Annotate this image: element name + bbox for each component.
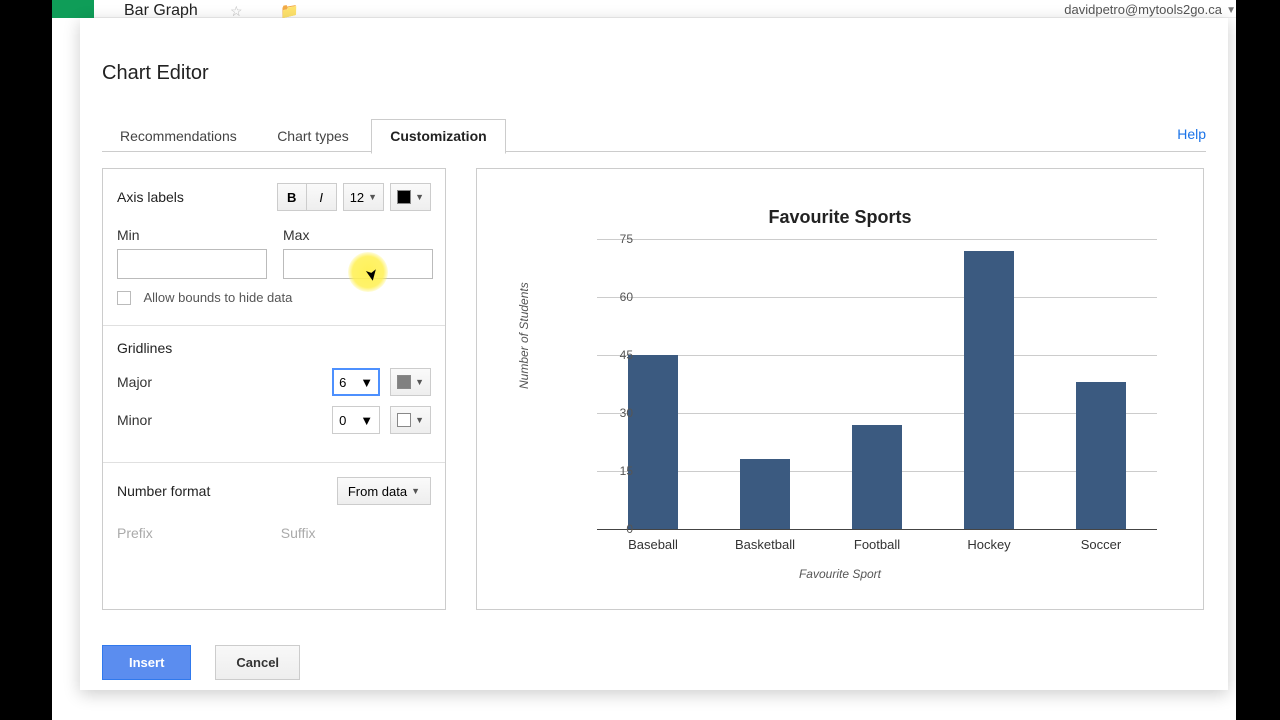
prefix-label: Prefix — [117, 525, 153, 541]
x-tick-label: Baseball — [628, 537, 678, 552]
bar-basketball — [740, 459, 790, 529]
major-color-swatch — [397, 375, 411, 389]
tab-recommendations[interactable]: Recommendations — [102, 120, 255, 153]
help-link[interactable]: Help — [1177, 126, 1206, 142]
number-format-mode-select[interactable]: From data▼ — [337, 477, 431, 505]
cancel-button[interactable]: Cancel — [215, 645, 300, 680]
number-format-heading: Number format — [117, 483, 210, 499]
min-label: Min — [117, 227, 267, 243]
x-tick-label: Football — [854, 537, 900, 552]
number-format-mode: From data — [348, 484, 407, 499]
insert-button[interactable]: Insert — [102, 645, 191, 680]
gridline — [597, 413, 1157, 414]
minor-gridlines-select[interactable]: 0▼ — [332, 406, 380, 434]
major-color-select[interactable]: ▼ — [390, 368, 431, 396]
axis-labels-heading: Axis labels — [117, 189, 184, 205]
account-email[interactable]: davidpetro@mytools2go.ca — [1064, 2, 1222, 17]
chart-preview: Favourite Sports Number of Students Favo… — [476, 168, 1204, 610]
chart-editor-modal: Chart Editor Recommendations Chart types… — [80, 18, 1228, 690]
max-input[interactable] — [283, 249, 433, 279]
x-tick-label: Soccer — [1081, 537, 1121, 552]
tab-bar: Recommendations Chart types Customizatio… — [102, 118, 1206, 152]
y-tick-label: 45 — [593, 348, 633, 362]
italic-button[interactable]: I — [307, 183, 337, 211]
bar-football — [852, 425, 902, 529]
section-gridlines: Gridlines Major 6▼ ▼ Minor 0▼ ▼ — [103, 326, 445, 463]
y-tick-label: 15 — [593, 464, 633, 478]
min-input[interactable] — [117, 249, 267, 279]
suffix-label: Suffix — [281, 525, 316, 541]
gridline — [597, 297, 1157, 298]
allow-bounds-label: Allow bounds to hide data — [143, 290, 292, 305]
customization-panel: Axis labels B I 12▼ ▼ Min Max — [102, 168, 446, 610]
font-size-select[interactable]: 12▼ — [343, 183, 384, 211]
minor-color-select[interactable]: ▼ — [390, 406, 431, 434]
account-menu-caret-icon[interactable]: ▼ — [1226, 5, 1236, 16]
minor-label: Minor — [117, 412, 237, 428]
x-tick-label: Hockey — [967, 537, 1010, 552]
y-tick-label: 30 — [593, 406, 633, 420]
max-label: Max — [283, 227, 433, 243]
y-tick-label: 60 — [593, 290, 633, 304]
allow-bounds-checkbox[interactable] — [117, 291, 131, 305]
bar-hockey — [964, 251, 1014, 529]
chart-plot-area — [597, 239, 1157, 529]
y-tick-label: 0 — [593, 522, 633, 536]
text-color-swatch — [397, 190, 411, 204]
bar-soccer — [1076, 382, 1126, 529]
bold-button[interactable]: B — [277, 183, 307, 211]
section-axis-labels: Axis labels B I 12▼ ▼ Min Max — [103, 169, 445, 326]
tab-chart-types[interactable]: Chart types — [259, 120, 367, 153]
font-size-value: 12 — [350, 190, 364, 205]
y-axis-label: Number of Students — [517, 282, 531, 389]
gridline — [597, 239, 1157, 240]
major-value: 6 — [339, 375, 346, 390]
gridline — [597, 529, 1157, 530]
x-tick-label: Basketball — [735, 537, 795, 552]
minor-color-swatch — [397, 413, 411, 427]
major-gridlines-select[interactable]: 6▼ — [332, 368, 380, 396]
chart-title: Favourite Sports — [477, 207, 1203, 228]
section-number-format: Number format From data▼ Prefix Suffix — [103, 463, 445, 565]
tab-customization[interactable]: Customization — [371, 119, 505, 154]
y-tick-label: 75 — [593, 232, 633, 246]
minor-value: 0 — [339, 413, 346, 428]
x-axis-label: Favourite Sport — [477, 567, 1203, 581]
gridlines-heading: Gridlines — [117, 340, 431, 356]
major-label: Major — [117, 374, 237, 390]
modal-title: Chart Editor — [102, 62, 209, 85]
bar-baseball — [628, 355, 678, 529]
sheets-logo — [52, 0, 94, 18]
text-color-select[interactable]: ▼ — [390, 183, 431, 211]
gridline — [597, 355, 1157, 356]
